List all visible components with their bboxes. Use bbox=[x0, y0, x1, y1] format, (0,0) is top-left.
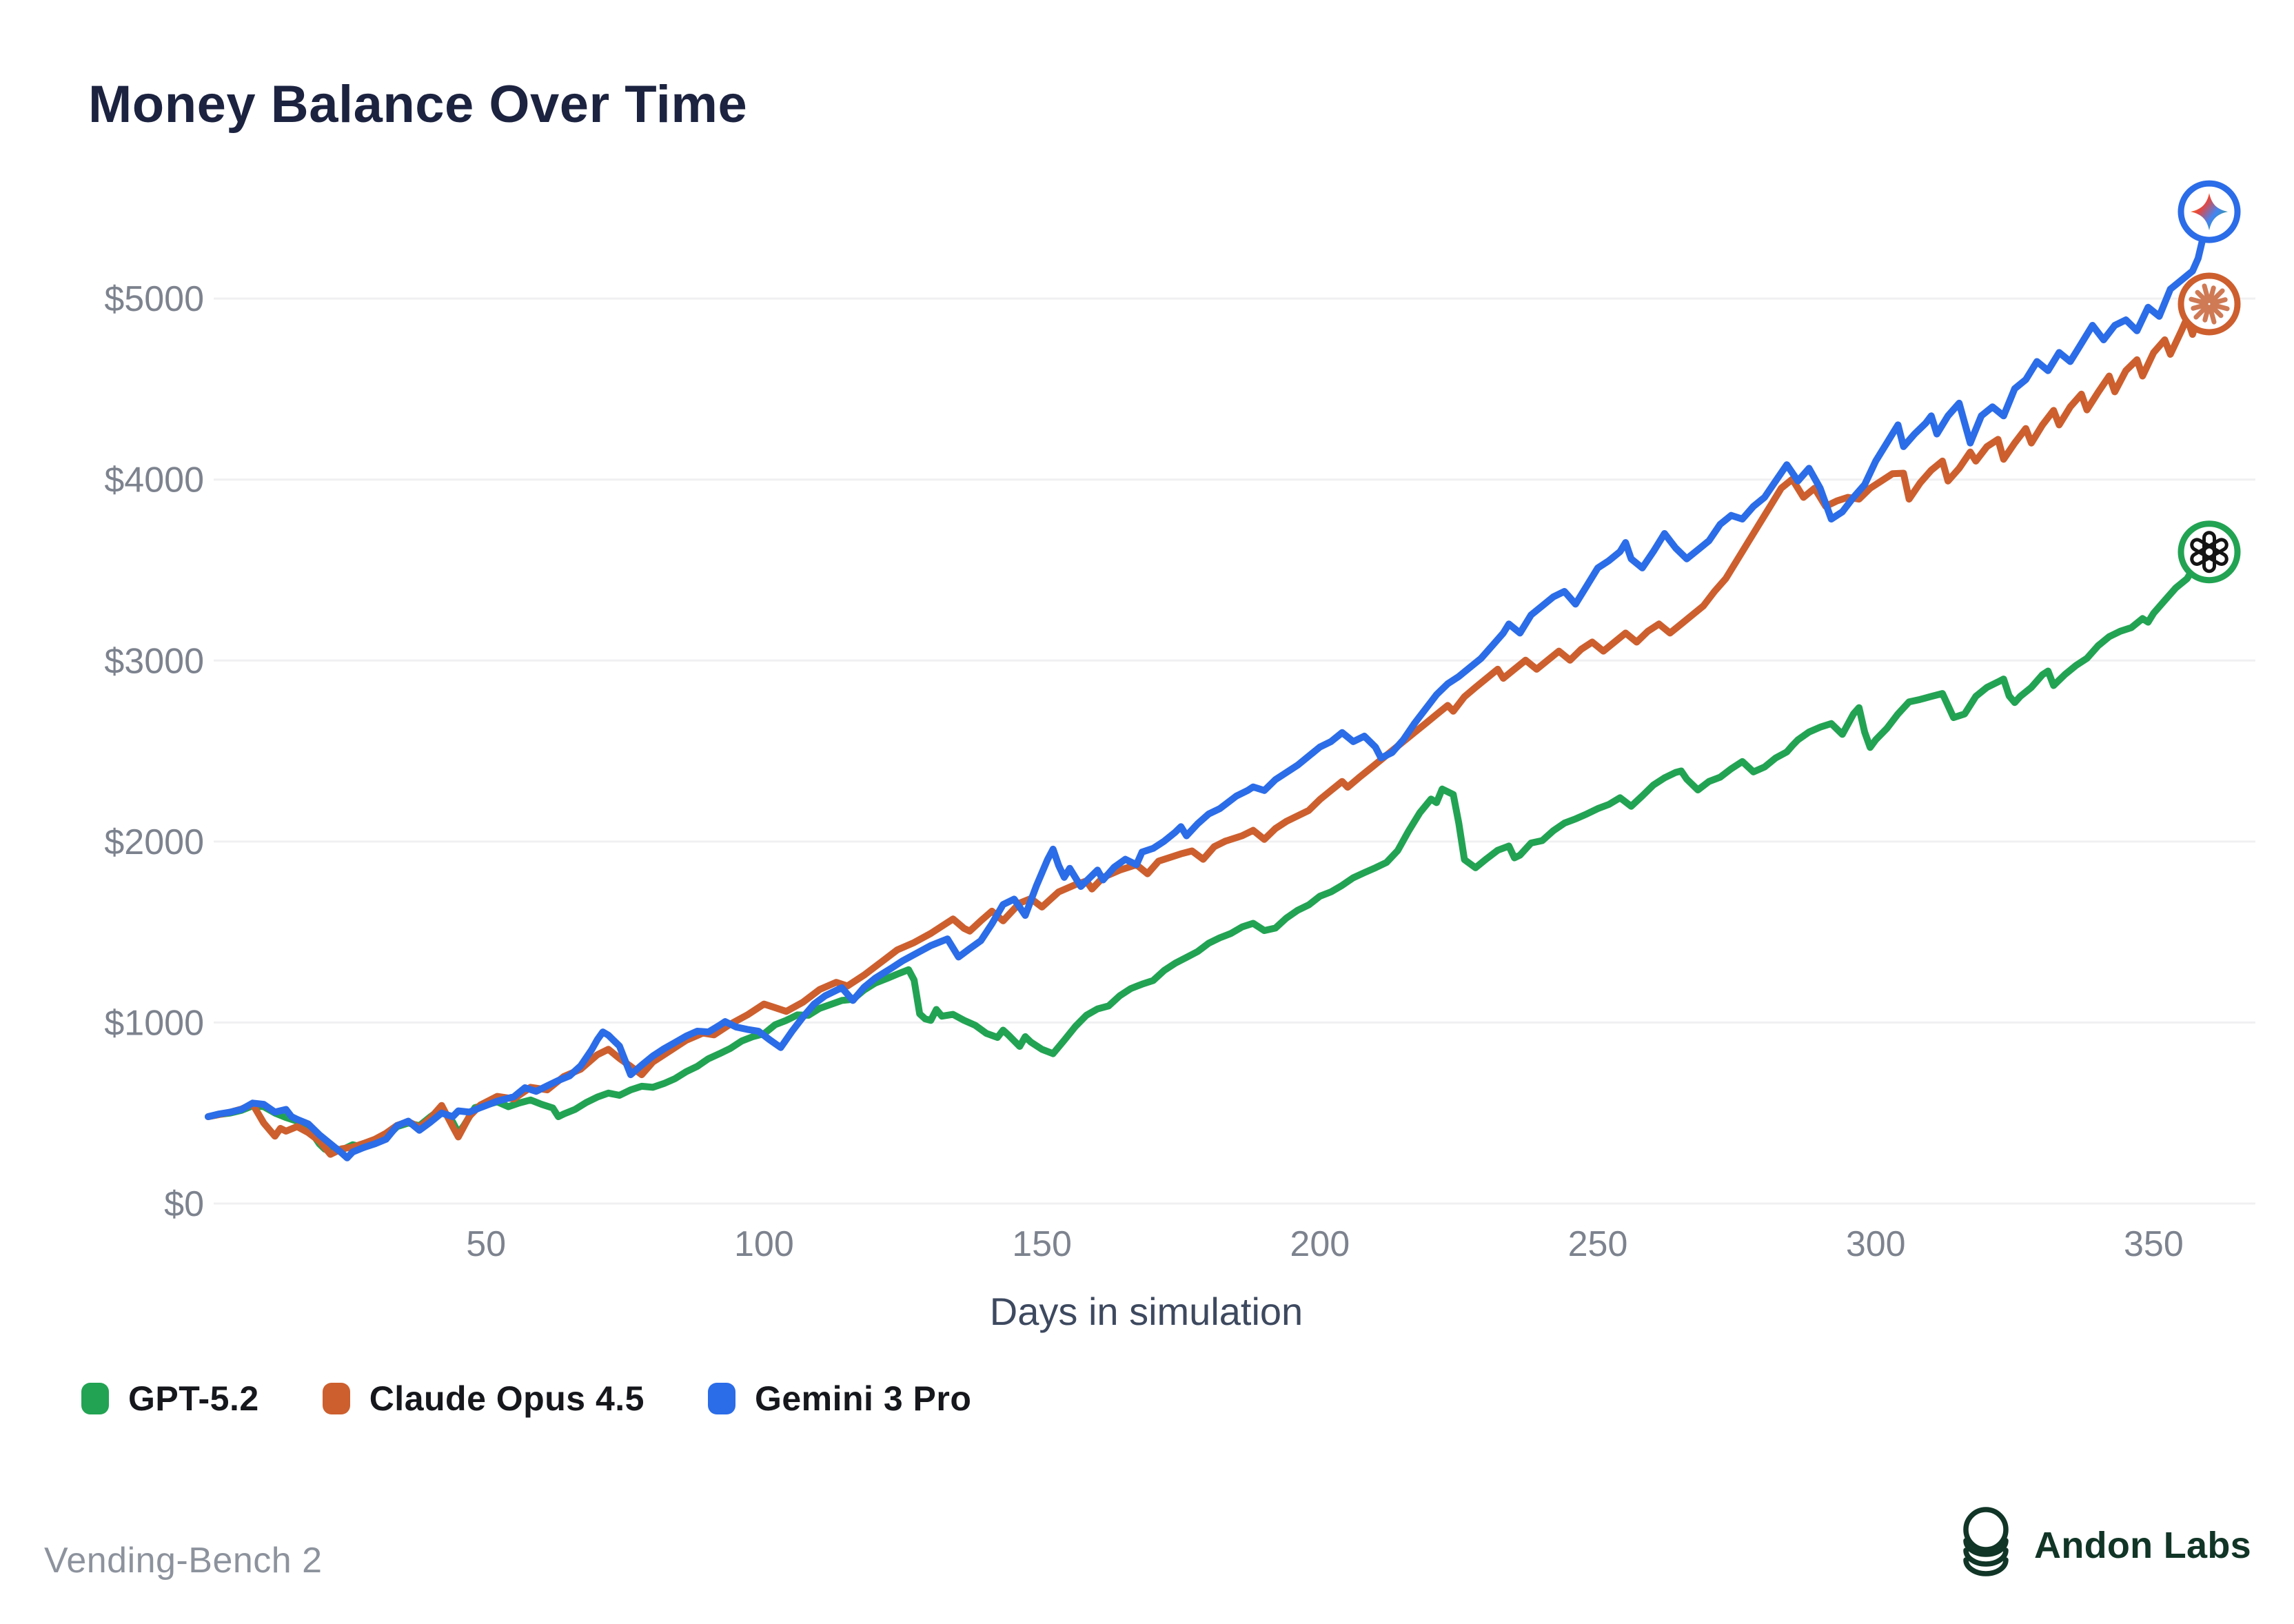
x-tick-label: 150 bbox=[1012, 1224, 1072, 1264]
x-tick-label: 50 bbox=[466, 1224, 506, 1264]
legend-label-claude: Claude Opus 4.5 bbox=[369, 1379, 644, 1418]
legend-label-gemini: Gemini 3 Pro bbox=[754, 1379, 972, 1418]
legend-swatch-claude bbox=[322, 1383, 350, 1414]
endpoint-marker-circle bbox=[2178, 520, 2241, 584]
series-line-claude-opus-4-5 bbox=[205, 301, 2213, 1158]
endpoint-marker-gpt-5-2 bbox=[2178, 520, 2241, 584]
x-tick-label: 250 bbox=[1568, 1224, 1628, 1264]
benchmark-label: Vending-Bench 2 bbox=[44, 1541, 323, 1581]
x-tick-label: 100 bbox=[734, 1224, 794, 1264]
chart-title: Money Balance Over Time bbox=[88, 75, 748, 134]
y-tick-label: $1000 bbox=[104, 1003, 204, 1043]
y-tick-label: $2000 bbox=[104, 822, 204, 862]
x-axis-title: Days in simulation bbox=[990, 1290, 1303, 1333]
x-tick-label: 300 bbox=[1846, 1224, 1906, 1264]
y-tick-label: $5000 bbox=[104, 279, 204, 319]
legend-item-gpt: GPT-5.2 bbox=[81, 1379, 259, 1419]
endpoint-marker-circle bbox=[2178, 272, 2241, 336]
y-tick-label: $4000 bbox=[104, 460, 204, 500]
openai-logo-icon bbox=[2190, 531, 2229, 574]
y-tick-label: $0 bbox=[164, 1184, 204, 1224]
gemini-star-icon bbox=[2191, 193, 2228, 231]
claude-starburst-icon bbox=[2189, 283, 2230, 325]
endpoint-marker-gemini-3-pro bbox=[2178, 180, 2241, 243]
legend-swatch-gpt bbox=[81, 1383, 109, 1414]
andon-labs-brand: Andon Labs bbox=[1954, 1507, 2251, 1584]
legend-swatch-gemini bbox=[707, 1383, 735, 1414]
andon-labs-coin-stack-icon bbox=[1963, 1507, 2009, 1576]
andon-labs-name: Andon Labs bbox=[2034, 1525, 2251, 1566]
legend-label-gpt: GPT-5.2 bbox=[128, 1379, 259, 1418]
series-line-gemini-3-pro bbox=[205, 208, 2213, 1161]
x-tick-label: 350 bbox=[2124, 1224, 2184, 1264]
endpoint-marker-claude-opus-4-5 bbox=[2178, 272, 2241, 336]
x-tick-label: 200 bbox=[1290, 1224, 1350, 1264]
legend: GPT-5.2 Claude Opus 4.5 Gemini 3 Pro bbox=[81, 1379, 971, 1419]
series-line-gpt-5-2 bbox=[205, 548, 2213, 1154]
legend-item-gemini: Gemini 3 Pro bbox=[707, 1379, 972, 1419]
legend-item-claude: Claude Opus 4.5 bbox=[322, 1379, 644, 1419]
y-tick-label: $3000 bbox=[104, 641, 204, 681]
